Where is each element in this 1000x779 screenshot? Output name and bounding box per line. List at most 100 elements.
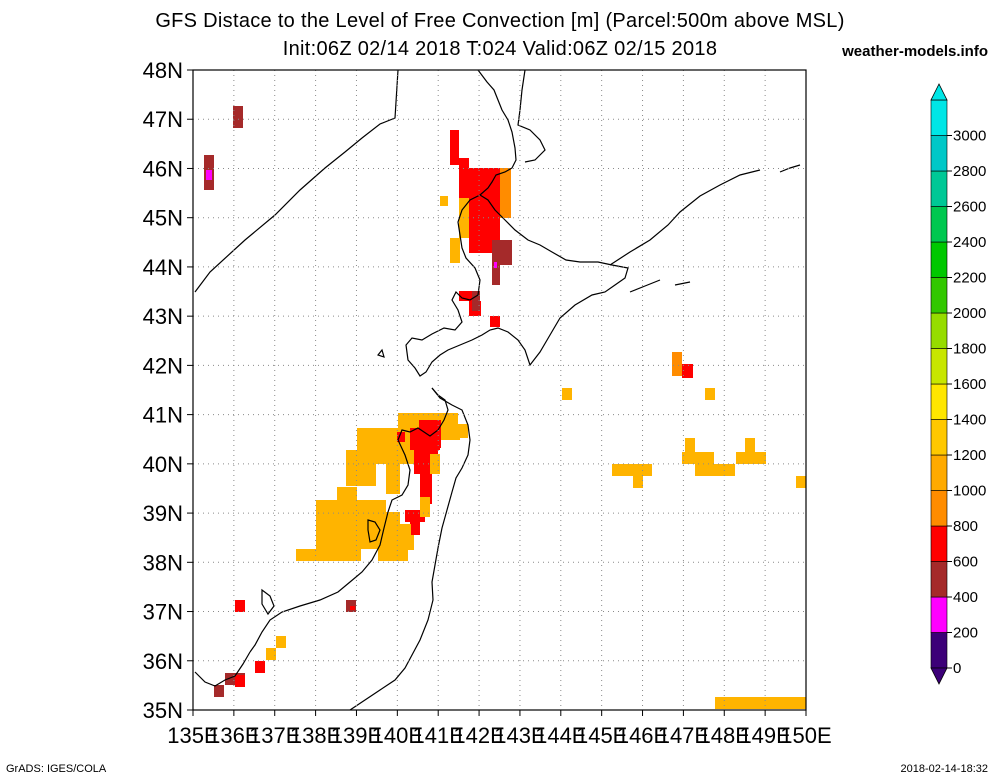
field-cell <box>397 432 405 442</box>
map-subtitle: Init:06Z 02/14 2018 T:024 Valid:06Z 02/1… <box>282 38 718 60</box>
field-cell <box>419 420 441 448</box>
colorbar-segment <box>930 277 948 314</box>
field-cell <box>350 606 355 610</box>
field-cell <box>386 512 400 524</box>
colorbar-label: 2400 <box>953 234 986 251</box>
footer-timestamp: 2018-02-14-18:32 <box>900 763 988 775</box>
colorbar-label: 800 <box>953 518 978 535</box>
lat-tick-label: 41N <box>143 403 183 428</box>
field-cell <box>233 106 243 128</box>
lon-tick-label: 137E <box>249 723 300 748</box>
lat-tick-label: 45N <box>143 206 183 231</box>
field-cell <box>255 661 265 673</box>
colorbar-segment <box>930 383 948 420</box>
colorbar-segment <box>930 348 948 385</box>
colorbar-label: 1400 <box>953 412 986 429</box>
colorbar-segment <box>930 206 948 243</box>
field-cell <box>682 452 714 464</box>
lon-tick-label: 150E <box>780 723 831 748</box>
colorbar-label: 1000 <box>953 483 986 500</box>
map-title: GFS Distace to the Level of Free Convect… <box>155 10 845 32</box>
lat-tick-label: 38N <box>143 550 183 575</box>
lon-tick-label: 144E <box>535 723 586 748</box>
lon-tick-label: 142E <box>453 723 504 748</box>
colorbar-segment <box>930 135 948 172</box>
field-cell <box>276 636 286 648</box>
lon-tick-label: 139E <box>331 723 382 748</box>
field-cell <box>492 265 500 285</box>
field-cell <box>672 352 682 376</box>
colorbar-label: 1600 <box>953 376 986 393</box>
field-cell <box>235 675 245 687</box>
field-cell <box>235 600 245 612</box>
field-cell <box>745 438 755 452</box>
field-cell <box>404 535 414 550</box>
lon-tick-label: 136E <box>208 723 259 748</box>
colorbar-label: 2800 <box>953 163 986 180</box>
colorbar-label: 0 <box>953 660 961 677</box>
field-cell <box>214 685 224 697</box>
lat-tick-label: 35N <box>143 698 183 723</box>
lon-tick-label: 135E <box>167 723 218 748</box>
brand-label: weather-models.info <box>842 43 988 60</box>
longitude-axis: 135E136E137E138E139E140E141E142E143E144E… <box>167 710 832 748</box>
field-cell <box>296 549 361 561</box>
lat-tick-label: 47N <box>143 107 183 132</box>
field-cell <box>450 238 460 263</box>
colorbar-segment <box>930 170 948 207</box>
lon-tick-label: 145E <box>576 723 627 748</box>
field-cell <box>695 464 735 476</box>
field-cell <box>736 452 766 464</box>
field-cell <box>448 424 468 438</box>
field-cell <box>715 697 806 709</box>
field-cell <box>494 262 497 268</box>
field-cell <box>490 316 500 327</box>
colorbar-segment <box>930 312 948 349</box>
lon-tick-label: 143E <box>494 723 545 748</box>
lat-tick-label: 46N <box>143 156 183 181</box>
footer-credit: GrADS: IGES/COLA <box>6 763 107 775</box>
colorbar-label: 200 <box>953 625 978 642</box>
lon-tick-label: 140E <box>372 723 423 748</box>
lat-tick-label: 39N <box>143 501 183 526</box>
latitude-axis: 48N 47N 46N 45N 44N 43N 42N 41N 40N 39N 38N 37N 36N 3… <box>143 58 193 723</box>
lon-tick-label: 149E <box>739 723 790 748</box>
field-cell <box>492 240 512 265</box>
field-cell <box>346 450 376 486</box>
field-cell <box>459 291 479 301</box>
colorbar-segment <box>930 632 948 669</box>
lon-tick-label: 138E <box>290 723 341 748</box>
field-cell <box>796 476 806 488</box>
colorbar-segment <box>930 490 948 527</box>
lat-lon-grid <box>193 70 806 710</box>
field-cell <box>316 500 386 524</box>
lon-tick-label: 141E <box>413 723 464 748</box>
colorbar-label: 600 <box>953 554 978 571</box>
colorbar-label: 2600 <box>953 199 986 216</box>
colorbar: 0 200 400 600 800 1000 1200 1400 1600 1800 2000 220… <box>930 83 986 685</box>
field-cell <box>440 196 448 206</box>
field-cell <box>612 464 652 476</box>
lon-tick-label: 147E <box>658 723 709 748</box>
colorbar-segment <box>930 561 948 598</box>
field-cell <box>450 130 459 165</box>
colorbar-segment <box>930 419 948 456</box>
colorbar-segment <box>930 454 948 491</box>
lat-tick-label: 42N <box>143 353 183 378</box>
field-cell <box>206 170 212 180</box>
field-cell <box>316 524 411 549</box>
colorbar-label: 2000 <box>953 305 986 322</box>
colorbar-overflow-low <box>930 667 948 685</box>
field-cell <box>459 158 469 168</box>
colorbar-overflow-high <box>930 83 948 101</box>
field-cell <box>472 291 480 311</box>
colorbar-label: 400 <box>953 589 978 606</box>
colorbar-label: 2200 <box>953 270 986 287</box>
map-frame <box>192 69 807 711</box>
field-cell <box>633 476 643 488</box>
field-cell <box>500 168 511 218</box>
lon-tick-label: 148E <box>699 723 750 748</box>
colorbar-segment <box>930 99 948 136</box>
colorbar-segment <box>930 525 948 562</box>
